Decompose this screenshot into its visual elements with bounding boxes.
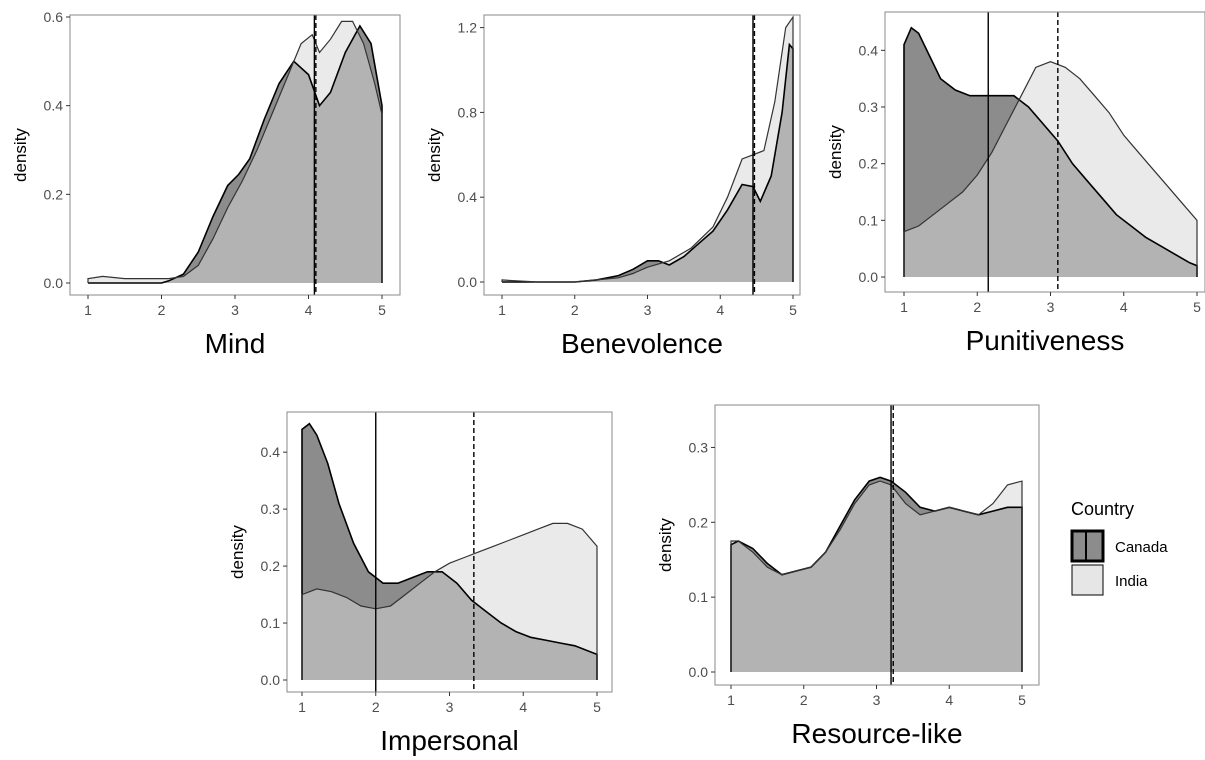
area-overlap [904,100,1197,278]
y-tick-label: 0.3 [859,99,879,115]
x-tick-label: 2 [571,302,579,318]
x-tick-label: 4 [716,302,724,318]
panel-punitiveness: 0.0 0.1 0.2 0.3 0.4 1 2 3 4 5 density Punitiveness [826,11,1205,356]
area-india [502,17,793,282]
y-tick-label: 0.2 [689,514,709,530]
plot-area-benevolence [501,15,794,295]
x-tick-label: 2 [800,692,808,708]
area-overlap [88,31,382,283]
x-tick-label: 3 [644,302,652,318]
outline-india [87,20,383,283]
x-axis-title: Impersonal [380,725,519,756]
legend-swatch-canada [1070,529,1105,563]
y-tick-label: 0.0 [458,274,478,290]
y-tick-label: 0.3 [689,439,709,455]
x-tick-label: 4 [519,699,527,715]
x-tick-label: 5 [789,302,797,318]
x-tick-label: 4 [305,302,313,318]
y-tick-label: 0.1 [689,589,709,605]
y-tick-label: 0.4 [261,444,281,460]
x-tick-label: 5 [1018,692,1026,708]
y-tick-label: 0.4 [44,98,64,114]
x-tick-label: 5 [1193,299,1201,315]
y-tick-label: 0.2 [859,156,879,172]
y-tick-label: 0.3 [261,501,281,517]
outline-india [730,480,1023,672]
y-tick-label: 0.4 [859,42,879,58]
outline-india [903,61,1198,277]
y-tick-label: 0.0 [859,269,879,285]
panel-mind: 0.0 0.2 0.4 0.6 1 2 3 4 5 density Mind [11,9,401,359]
y-axis-title: density [228,525,247,579]
y-tick-label: 0.4 [458,189,478,205]
legend-swatch-india [1071,564,1104,596]
outline-canada [502,42,794,283]
legend: Country Canada India [1070,499,1168,596]
x-tick-label: 3 [1047,299,1055,315]
x-tick-label: 4 [945,692,953,708]
outline-canada [903,26,1198,277]
x-tick-label: 2 [973,299,981,315]
area-overlap [731,481,1022,672]
plot-area-punitiveness [903,12,1198,292]
y-axis-title: density [11,128,30,182]
x-tick-label: 1 [727,692,735,708]
y-tick-label: 0.8 [458,104,478,120]
x-tick-label: 5 [593,699,601,715]
area-overlap [502,46,793,282]
x-tick-label: 3 [231,302,239,318]
outline-india [301,522,598,680]
y-tick-label: 0.2 [44,186,64,202]
y-tick-label: 0.0 [44,275,64,291]
x-axis-title: Mind [205,328,266,359]
outline-india [501,15,794,283]
x-tick-label: 5 [378,302,386,318]
x-axis-title: Resource-like [791,718,962,749]
outline-canada [730,476,1023,672]
plot-area-mind [87,15,383,295]
plot-area-resource-like [730,405,1023,685]
y-tick-label: 0.2 [261,558,281,574]
y-axis-title: density [826,125,845,179]
y-axis-title: density [656,518,675,572]
y-tick-label: 1.2 [458,20,478,36]
y-tick-label: 0.1 [859,212,879,228]
legend-title: Country [1071,499,1134,519]
y-tick-label: 0.6 [44,9,64,25]
y-axis-title: density [425,128,444,182]
plot-area-impersonal [301,412,598,692]
x-tick-label: 1 [298,699,306,715]
x-axis-title: Benevolence [561,328,723,359]
x-tick-label: 1 [900,299,908,315]
y-tick-label: 0.1 [261,615,281,631]
x-tick-label: 1 [84,302,92,318]
panel-resource-like: 0.0 0.1 0.2 0.3 1 2 3 4 5 density Resource-like [656,404,1040,749]
legend-label-india: India [1115,573,1148,590]
legend-label-canada: Canada [1115,539,1168,556]
panel-benevolence: 0.0 0.4 0.8 1.2 1 2 3 4 5 density Benevolence [425,14,801,359]
panels-group: 0.0 0.2 0.4 0.6 1 2 3 4 5 density Mind 0.0 0.4 0.8 1.2… [11,9,1205,756]
x-tick-label: 3 [446,699,454,715]
panel-border [884,11,1205,293]
x-axis-title: Punitiveness [966,325,1125,356]
panel-impersonal: 0.0 0.1 0.2 0.3 0.4 1 2 3 4 5 density Impersonal [228,411,613,756]
y-tick-label: 0.0 [261,672,281,688]
x-tick-label: 2 [372,699,380,715]
x-tick-label: 2 [158,302,166,318]
x-tick-label: 3 [873,692,881,708]
panel-border [483,14,801,296]
x-tick-label: 1 [498,302,506,318]
x-tick-label: 4 [1120,299,1128,315]
y-tick-label: 0.0 [689,664,709,680]
